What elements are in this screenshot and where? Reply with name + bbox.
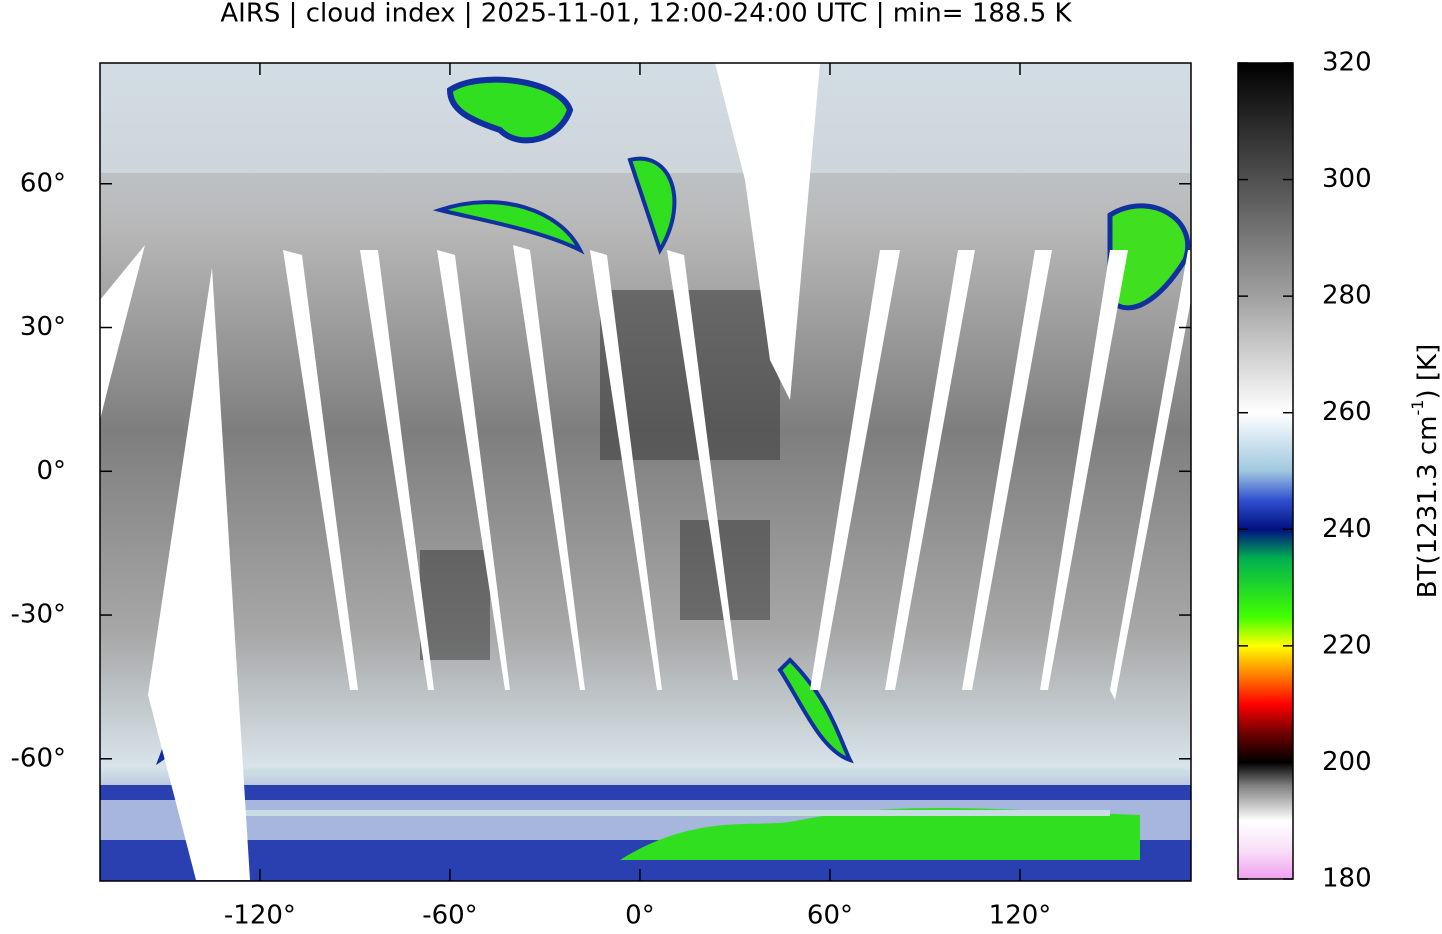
colorbar-label-end: ) [K] [1413, 344, 1442, 400]
colorbar-tick-label: 280 [1322, 281, 1372, 311]
y-tick-label: -30° [11, 600, 66, 630]
x-tick-label: 0° [625, 901, 655, 931]
colorbar-label-main: BT(1231.3 cm [1413, 415, 1442, 598]
colorbar: 320 300 280 260 240 220 200 180 [1238, 48, 1372, 894]
colorbar-label: BT(1231.3 cm-1) [K] [1408, 344, 1442, 598]
y-tick-label: -60° [11, 743, 66, 773]
y-tick-label: 0° [36, 456, 66, 486]
map-image [100, 63, 1191, 881]
colorbar-label-sup: -1 [1408, 400, 1427, 416]
y-tick-label: 30° [20, 312, 66, 342]
y-tick-label: 60° [20, 168, 66, 198]
title: AIRS | cloud index | 2025-11-01, 12:00-2… [220, 0, 1072, 29]
colorbar-tick-label: 320 [1322, 48, 1372, 78]
colorbar-tick-label: 240 [1322, 514, 1372, 544]
colorbar-tick-label: 180 [1322, 864, 1372, 894]
x-tick-label: -120° [224, 901, 296, 931]
colorbar-tick-label: 200 [1322, 747, 1372, 777]
x-tick-label: 120° [989, 901, 1052, 931]
colorbar-tick-label: 260 [1322, 397, 1372, 427]
colorbar-tick-label: 300 [1322, 164, 1372, 194]
colorbar-tick-label: 220 [1322, 630, 1372, 660]
x-tick-label: -60° [422, 901, 477, 931]
x-tick-label: 60° [807, 901, 853, 931]
colorbar-gradient [1238, 63, 1293, 879]
